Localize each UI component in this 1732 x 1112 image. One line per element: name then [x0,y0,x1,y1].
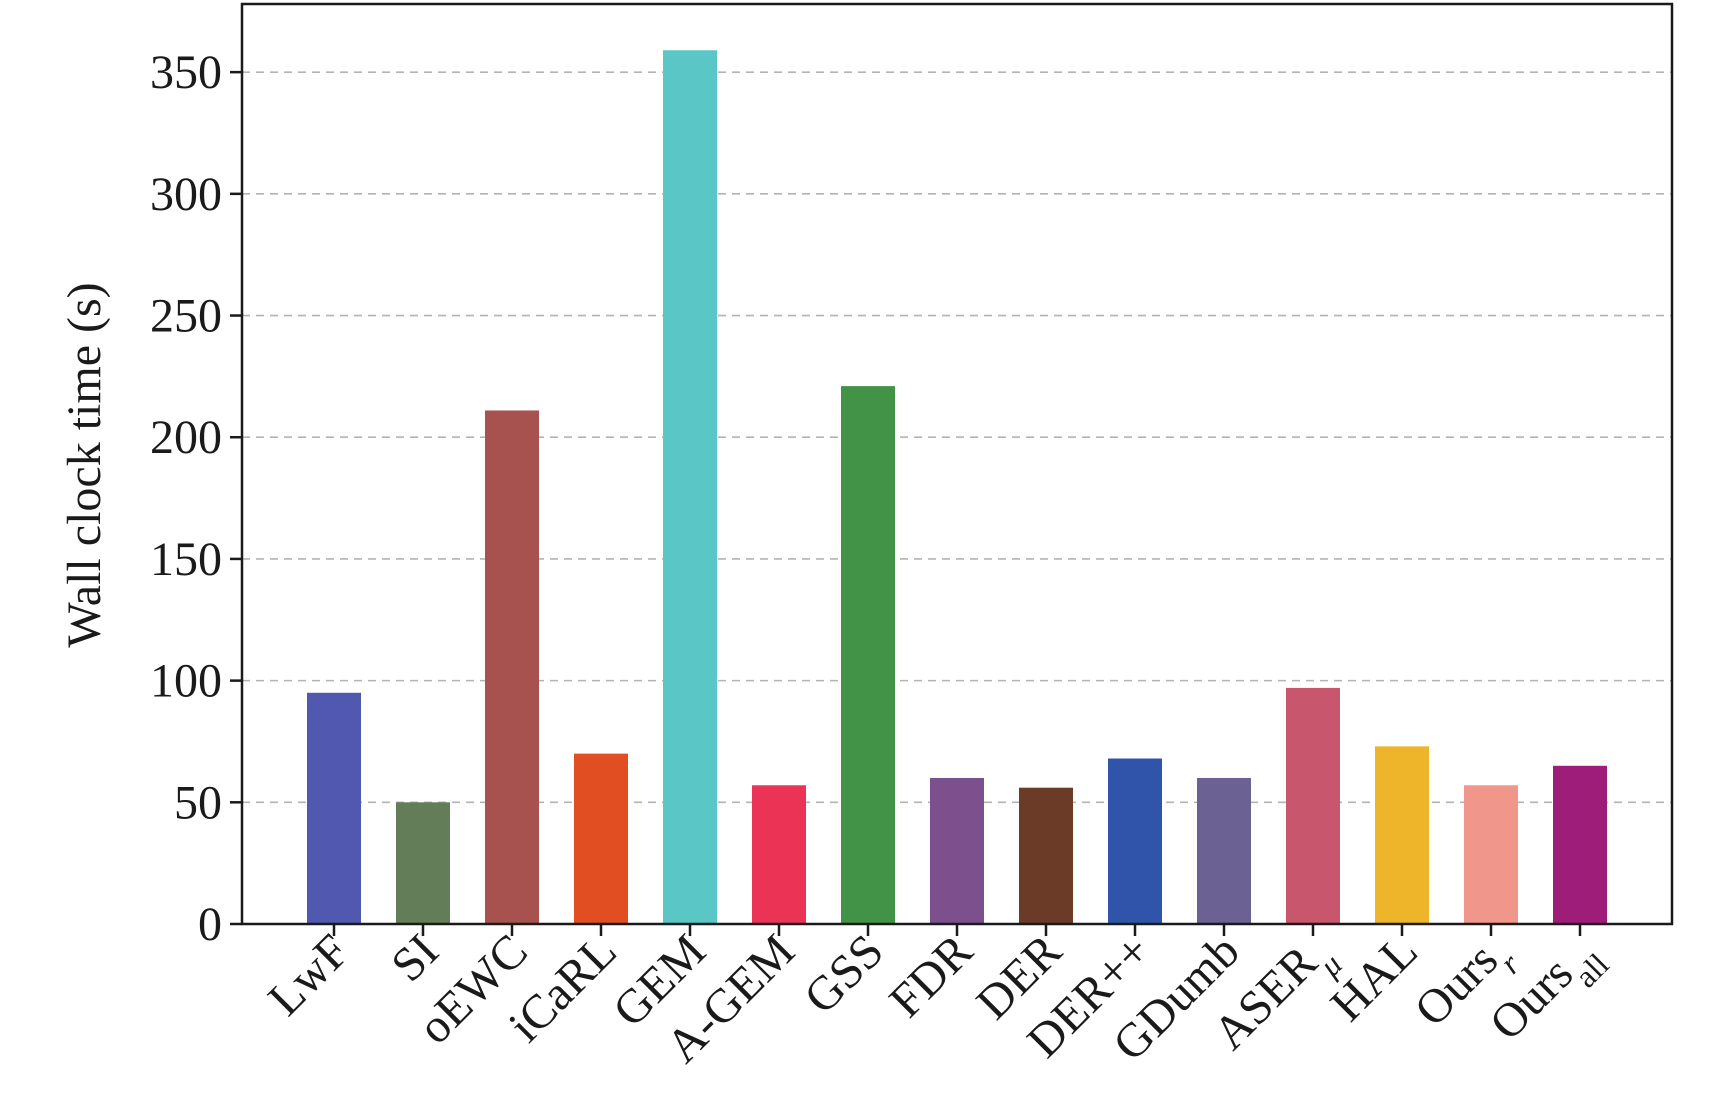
x-tick-label: LwF [258,924,360,1026]
bar-ours-r [1464,785,1518,924]
x-tick-label: Oursall [1480,924,1616,1060]
x-tick-label-text: HAL [1321,924,1428,1031]
x-tick-label: HAL [1321,924,1428,1031]
x-tick-label: FDR [879,924,983,1028]
y-tick-label: 0 [198,898,222,951]
bar-der- [1108,758,1162,924]
y-tick-label: 200 [150,411,222,464]
x-tick-label-text: GSS [794,924,894,1024]
bar-icarl [574,753,628,924]
bar-a-gem [752,785,806,924]
y-axis-title: Wall clock time (s) [58,282,111,647]
x-tick-label: SI [381,924,449,992]
bar-si [396,802,450,924]
y-tick-label: 150 [150,533,222,586]
y-tick-label: 50 [174,776,222,829]
y-tick-label: 250 [150,290,222,343]
y-tick-label: 350 [150,46,222,99]
bar-oewc [485,410,539,924]
bar-gdumb [1197,777,1251,924]
bar-aser- [1286,687,1340,924]
x-tick-label: GSS [794,924,894,1024]
y-tick-label: 100 [150,655,222,708]
x-tick-label-text: SI [381,924,449,992]
bar-gem [663,50,717,924]
x-tick-label-text: LwF [258,924,360,1026]
x-axis-ticks: LwF SIoEWCiCaRLGEMA-GEMGSSFDRDERDER++GDum… [258,924,1616,1073]
bar-ours-all [1553,765,1607,924]
bar-gss [841,386,895,924]
grid-lines [242,71,1672,804]
y-axis-ticks: 0 50 100 150 200 250 300 350 [150,46,242,951]
y-tick-label: 300 [150,168,222,221]
bar-lwf [307,692,361,924]
bar-fdr [930,777,984,924]
bars [307,50,1607,924]
bar-der [1019,787,1073,924]
x-tick-label-text: FDR [879,924,983,1028]
bar-hal [1375,746,1429,924]
